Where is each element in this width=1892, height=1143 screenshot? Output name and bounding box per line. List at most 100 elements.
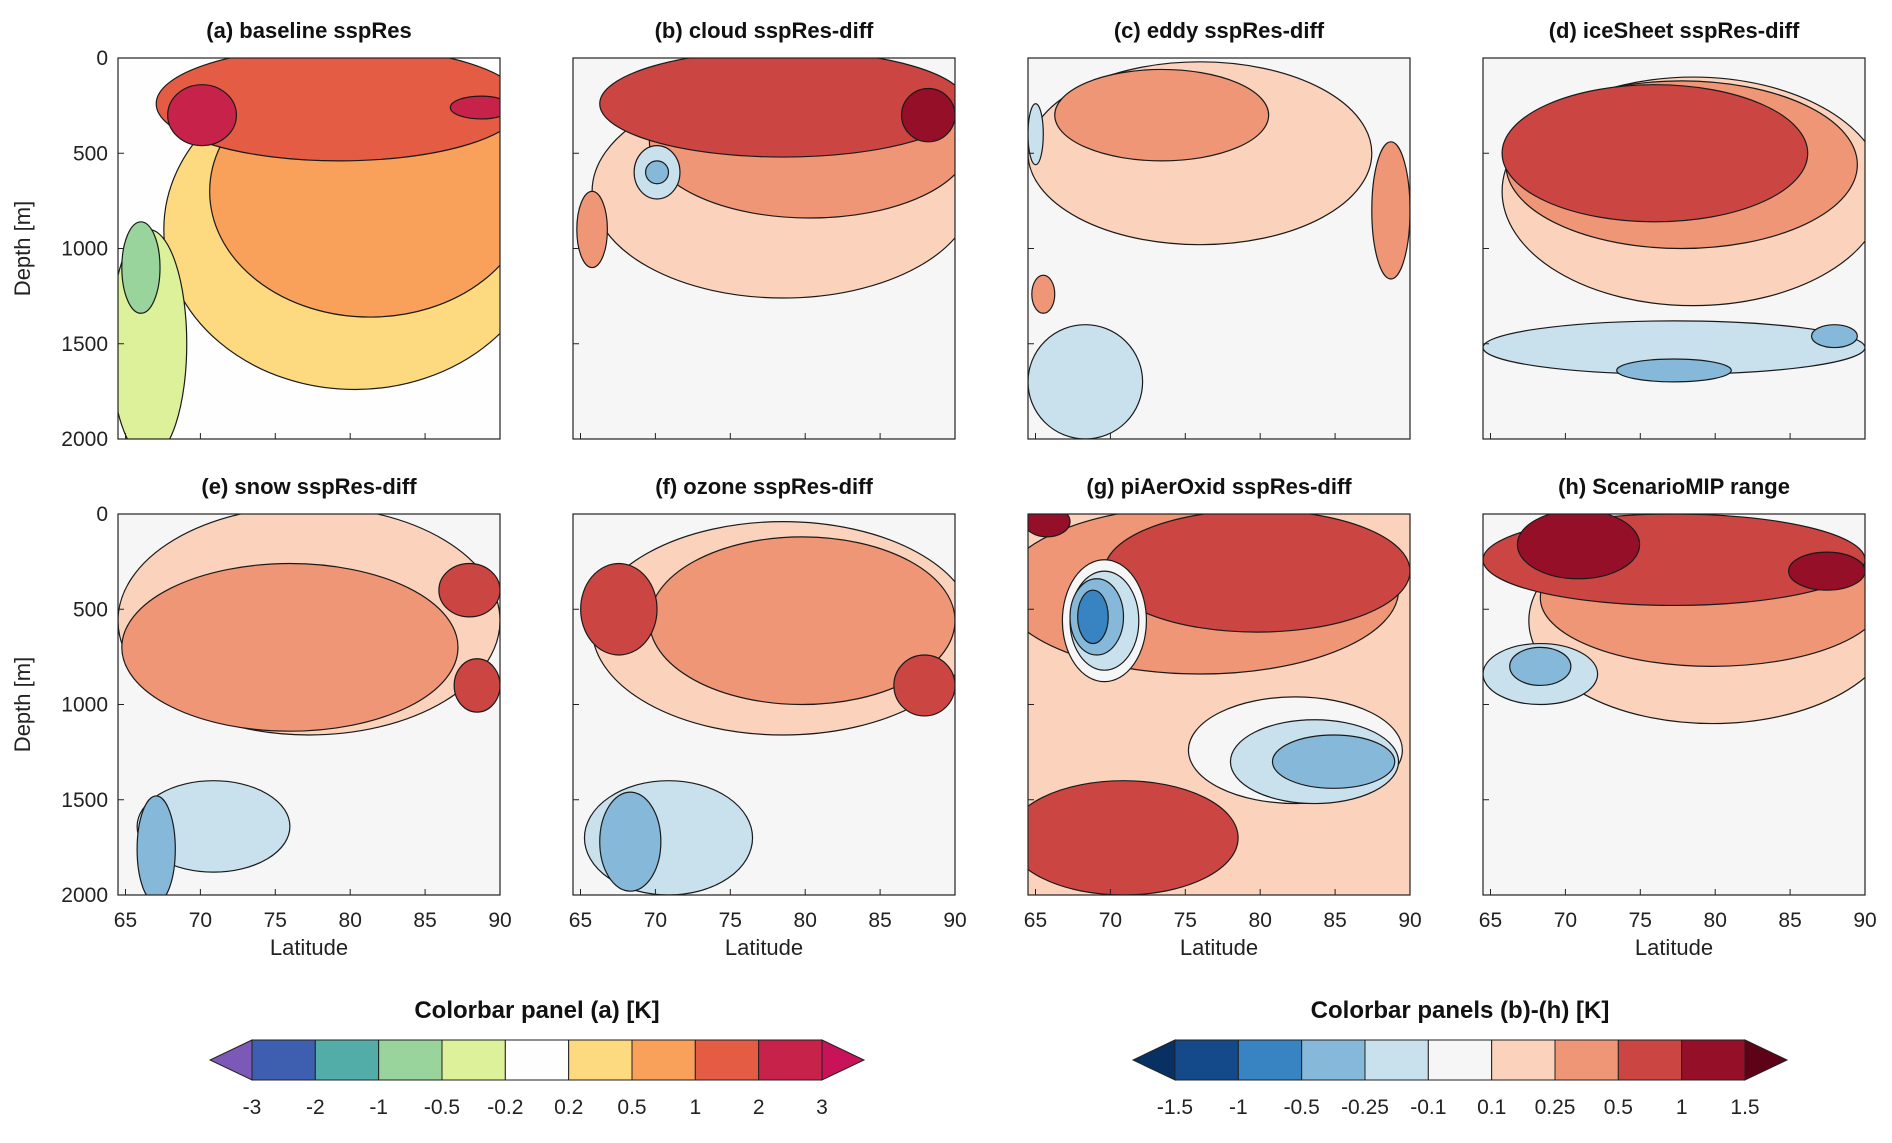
panel-h-contour-4 bbox=[1788, 551, 1865, 591]
panel-a-contour-6 bbox=[121, 221, 161, 314]
panel-e-ytick-label-4: 2000 bbox=[61, 884, 108, 907]
panel-c-title: (c) eddy sspRes-diff bbox=[1114, 18, 1325, 43]
panel-a-ytick-label-2: 1000 bbox=[61, 238, 108, 261]
colorbar-1-swatch-1 bbox=[1237, 1039, 1303, 1081]
colorbar-1-label-3: -0.25 bbox=[1341, 1096, 1389, 1119]
panel-g-contour-3 bbox=[1028, 514, 1071, 538]
colorbar-0-label-5: 0.2 bbox=[554, 1096, 583, 1119]
colorbar-0-swatch-5 bbox=[568, 1039, 633, 1081]
panel-c: (c) eddy sspRes-diff bbox=[1027, 18, 1411, 440]
panel-b: (b) cloud sspRes-diff bbox=[572, 18, 956, 440]
panel-g-xtick-label-0: 65 bbox=[1024, 909, 1047, 932]
colorbar-1-label-6: 0.25 bbox=[1535, 1096, 1576, 1119]
colorbar-1-label-1: -1 bbox=[1229, 1096, 1248, 1119]
panel-g-xtick-label-3: 80 bbox=[1249, 909, 1272, 932]
panel-b-contour-2 bbox=[599, 58, 955, 158]
panel-e-ylabel: Depth [m] bbox=[10, 657, 35, 752]
panel-c-contour-2 bbox=[1371, 141, 1410, 280]
colorbar-0-high-extension bbox=[821, 1039, 866, 1081]
colorbar-1-label-2: -0.5 bbox=[1284, 1096, 1320, 1119]
colorbar-0-label-7: 1 bbox=[689, 1096, 701, 1119]
panel-a-ytick-label-0: 0 bbox=[96, 47, 108, 70]
panel-e-xtick-label-2: 75 bbox=[264, 909, 287, 932]
panel-h-xtick-label-0: 65 bbox=[1479, 909, 1502, 932]
colorbar-1-label-4: -0.1 bbox=[1410, 1096, 1446, 1119]
panel-d-contour-2 bbox=[1501, 84, 1809, 223]
panel-e-ytick-label-0: 0 bbox=[96, 503, 108, 526]
panel-e-ytick-label-3: 1500 bbox=[61, 789, 108, 812]
colorbar-0-swatch-0 bbox=[251, 1039, 316, 1081]
panel-f-xtick-label-1: 70 bbox=[644, 909, 667, 932]
panel-h-xtick-label-1: 70 bbox=[1554, 909, 1577, 932]
panel-a-ytick-label-4: 2000 bbox=[61, 428, 108, 451]
colorbar-1-swatch-7 bbox=[1617, 1039, 1683, 1081]
panel-e-contour-3 bbox=[453, 658, 500, 713]
panel-g-xtick-label-4: 85 bbox=[1323, 909, 1346, 932]
panel-g-contour-1 bbox=[1103, 514, 1410, 633]
panel-e-xtick-label-1: 70 bbox=[189, 909, 212, 932]
panel-b-contour-6 bbox=[576, 190, 608, 269]
panel-g-contour-2 bbox=[1028, 780, 1239, 895]
colorbar-0-title: Colorbar panel (a) [K] bbox=[414, 997, 659, 1024]
panel-f-xtick-label-3: 80 bbox=[794, 909, 817, 932]
panel-b-title: (b) cloud sspRes-diff bbox=[655, 18, 874, 43]
panel-a-contour-3 bbox=[167, 84, 238, 147]
panel-e-ytick-label-1: 500 bbox=[73, 598, 108, 621]
panel-g-contour-7 bbox=[1077, 589, 1109, 645]
colorbar-0-swatch-1 bbox=[314, 1039, 380, 1081]
colorbar-1-label-9: 1.5 bbox=[1730, 1096, 1759, 1119]
colorbar-0-label-2: -1 bbox=[369, 1096, 388, 1119]
colorbar-1-swatch-2 bbox=[1301, 1039, 1366, 1081]
panel-a-contour-2 bbox=[155, 58, 500, 162]
panel-g-xtick-label-2: 75 bbox=[1174, 909, 1197, 932]
colorbar-1-title: Colorbar panels (b)-(h) [K] bbox=[1311, 997, 1610, 1024]
panel-c-contour-1 bbox=[1054, 68, 1270, 162]
panel-b-contour-5 bbox=[644, 160, 670, 185]
panel-g-xtick-label-1: 70 bbox=[1099, 909, 1122, 932]
panel-e: (e) snow sspRes-diff 0 500 1000 1500 2000 65 70… bbox=[10, 474, 512, 960]
colorbar-1-swatch-0 bbox=[1174, 1039, 1239, 1081]
panel-e-xtick-label-4: 85 bbox=[413, 909, 436, 932]
panel-e-contour-5 bbox=[136, 795, 176, 895]
panel-h: (h) ScenarioMIP range 65 70 75 80 85 90 Latitud… bbox=[1479, 474, 1877, 960]
panel-e-contour-1 bbox=[121, 562, 459, 732]
panel-d-contour-5 bbox=[1810, 324, 1858, 349]
colorbar-0-swatch-6 bbox=[631, 1039, 696, 1081]
colorbar-1-label-0: -1.5 bbox=[1157, 1096, 1193, 1119]
colorbar-1-swatch-3 bbox=[1364, 1039, 1429, 1081]
panel-h-xtick-label-3: 80 bbox=[1704, 909, 1727, 932]
colorbar-0-swatch-8 bbox=[758, 1039, 823, 1081]
colorbar-0-label-0: -3 bbox=[243, 1096, 262, 1119]
panel-e-ytick-label-2: 1000 bbox=[61, 694, 108, 717]
colorbar-1-swatch-8 bbox=[1681, 1039, 1746, 1081]
panel-g: (g) piAerOxid sspRes-diff 65 70 75 80 85 90 Lat… bbox=[1024, 474, 1422, 960]
colorbar-1-swatch-4 bbox=[1427, 1039, 1493, 1081]
panel-a-ytick-label-1: 500 bbox=[73, 142, 108, 165]
colorbar-0-swatch-2 bbox=[378, 1039, 443, 1081]
panel-f: (f) ozone sspRes-diff 65 70 75 80 85 90 Latitud… bbox=[569, 474, 967, 960]
panel-c-contour-5 bbox=[1031, 274, 1056, 314]
panel-g-contour-10 bbox=[1271, 734, 1396, 789]
colorbar-0-label-8: 2 bbox=[753, 1096, 765, 1119]
colorbar-1-swatch-6 bbox=[1554, 1039, 1619, 1081]
colorbar-1-high-extension bbox=[1744, 1039, 1789, 1081]
panel-e-xtick-label-5: 90 bbox=[488, 909, 511, 932]
colorbar-0-label-3: -0.5 bbox=[424, 1096, 460, 1119]
panel-e-xtick-label-3: 80 bbox=[339, 909, 362, 932]
panel-e-title: (e) snow sspRes-diff bbox=[201, 474, 417, 499]
colorbar-1-label-8: 1 bbox=[1676, 1096, 1688, 1119]
panel-e-xtick-label-0: 65 bbox=[114, 909, 137, 932]
panel-a-ytick-label-3: 1500 bbox=[61, 333, 108, 356]
colorbar-0-low-extension bbox=[208, 1039, 253, 1081]
colorbar-0-label-6: 0.5 bbox=[617, 1096, 646, 1119]
panel-f-xtick-label-5: 90 bbox=[943, 909, 966, 932]
colorbar-0-swatch-4 bbox=[504, 1039, 570, 1081]
panel-f-xtick-label-2: 75 bbox=[719, 909, 742, 932]
panel-g-title: (g) piAerOxid sspRes-diff bbox=[1086, 474, 1352, 499]
panel-a-title: (a) baseline sspRes bbox=[206, 18, 411, 43]
panel-h-contour-3 bbox=[1516, 514, 1641, 580]
panel-a-contour-4 bbox=[449, 95, 500, 120]
panel-g-xlabel: Latitude bbox=[1180, 935, 1258, 960]
panel-f-contour-5 bbox=[599, 791, 662, 892]
panel-f-contour-3 bbox=[893, 654, 955, 717]
